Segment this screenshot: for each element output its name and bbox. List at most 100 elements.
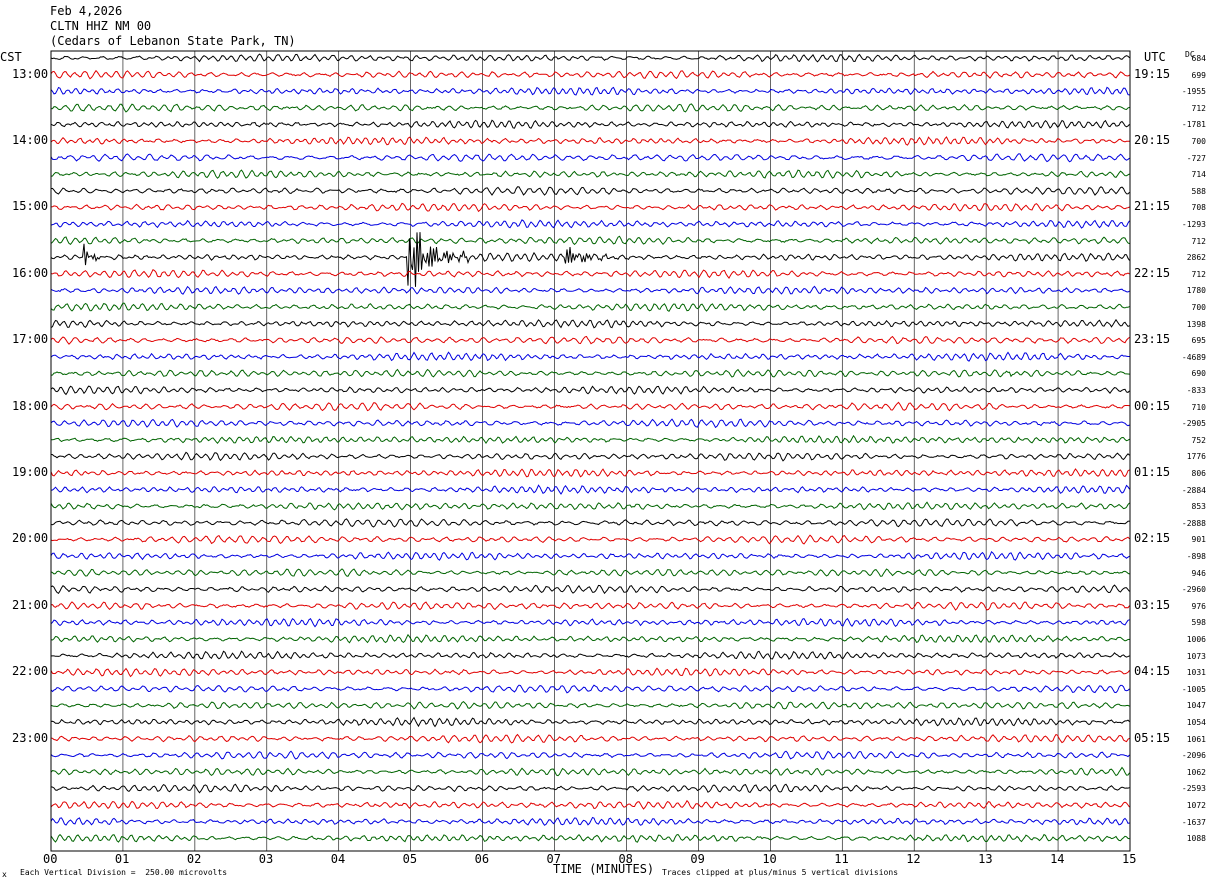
- dc-header-label: DC: [1185, 50, 1195, 59]
- seismic-trace: [50, 269, 1130, 279]
- dc-offset-label: 2862: [1186, 253, 1206, 263]
- seismic-trace: [50, 451, 1130, 462]
- dc-offset-label: 712: [1191, 103, 1206, 113]
- dc-offset-label: 901: [1191, 535, 1206, 545]
- dc-offset-label: 1088: [1186, 834, 1206, 844]
- dc-offset-label: 976: [1191, 601, 1206, 611]
- dc-offset-label: 712: [1191, 236, 1206, 246]
- dc-offset-label: -1781: [1181, 120, 1206, 130]
- dc-offset-label: -1637: [1181, 817, 1206, 827]
- seismic-trace: [50, 766, 1130, 777]
- seismic-trace: [50, 601, 1130, 611]
- right-hour-label: 20:15: [1134, 133, 1171, 147]
- x-tick-label: 06: [474, 852, 490, 866]
- x-tick-label: 14: [1050, 852, 1065, 866]
- right-hour-label: 04:15: [1134, 664, 1171, 679]
- dc-offset-label: 684: [1191, 54, 1206, 63]
- right-hour-label: 05:15: [1134, 730, 1171, 745]
- dc-offset-label: -2096: [1181, 751, 1206, 761]
- x-tick-label: 00: [43, 852, 58, 866]
- seismic-trace: [50, 684, 1130, 694]
- right-hour-label: 22:15: [1134, 265, 1171, 280]
- dc-offset-label: -1293: [1181, 220, 1206, 229]
- right-hour-label: 03:15: [1134, 597, 1171, 612]
- seismic-trace: [50, 501, 1130, 511]
- dc-offset-label: 1054: [1186, 718, 1206, 727]
- dc-offset-label: 700: [1191, 137, 1206, 146]
- dc-offset-label: -4689: [1181, 352, 1206, 362]
- seismic-trace: [50, 418, 1130, 429]
- left-hour-label: 20:00: [12, 531, 49, 546]
- seismic-trace: [50, 53, 1130, 63]
- dc-offset-label: 752: [1191, 435, 1206, 445]
- seismic-trace: [50, 650, 1130, 660]
- seismic-trace: [50, 617, 1130, 628]
- seismic-trace: [50, 169, 1130, 179]
- x-tick-label: 09: [690, 852, 705, 866]
- seismic-trace: [50, 335, 1130, 345]
- dc-offset-label: 690: [1191, 369, 1206, 379]
- seismic-trace: [50, 799, 1130, 810]
- x-tick-label: 04: [330, 852, 346, 866]
- seismic-trace: [50, 136, 1130, 146]
- left-hour-label: 22:00: [12, 664, 49, 679]
- right-hour-label: 02:15: [1134, 531, 1171, 546]
- seismic-trace: [50, 568, 1130, 577]
- x-tick-label: 08: [618, 852, 633, 866]
- left-hour-label: 19:00: [12, 465, 49, 479]
- dc-offset-label: 946: [1191, 568, 1206, 578]
- dc-offset-label: 1398: [1186, 319, 1206, 329]
- right-hour-label: 21:15: [1134, 199, 1171, 214]
- dc-offset-label: 700: [1191, 303, 1206, 312]
- dc-offset-label: 1780: [1186, 286, 1206, 296]
- dc-offset-label: 588: [1191, 186, 1206, 196]
- dc-offset-label: -898: [1186, 552, 1206, 561]
- x-tick-label: 07: [546, 852, 561, 866]
- dc-offset-label: -727: [1186, 153, 1206, 163]
- seismic-trace: [51, 434, 1130, 444]
- left-hour-label: 13:00: [12, 66, 49, 81]
- x-tick-label: 03: [258, 852, 274, 866]
- right-hour-label: 19:15: [1134, 66, 1171, 81]
- vertical-scale-note: Each Vertical Division = 250.00 microvol…: [20, 868, 228, 877]
- seismic-trace: [50, 667, 1130, 678]
- dc-offset-label: 1073: [1186, 651, 1206, 661]
- seismic-trace: [50, 186, 1130, 196]
- dc-offset-label: 1062: [1186, 767, 1206, 777]
- left-hour-label: 17:00: [12, 332, 49, 347]
- plot-date: Feb 4,2026: [50, 4, 123, 18]
- dc-offset-label: 1072: [1186, 801, 1206, 810]
- seismic-trace: [50, 833, 1130, 843]
- dc-offset-label: 1047: [1186, 701, 1206, 711]
- seismic-trace: [50, 351, 1130, 362]
- dc-offset-label: 714: [1191, 170, 1206, 180]
- x-tick-label: 15: [1122, 852, 1137, 866]
- x-axis-title: TIME (MINUTES): [553, 862, 655, 876]
- seismic-trace: [50, 700, 1130, 710]
- dc-offset-label: 712: [1191, 269, 1206, 279]
- left-hour-label: 16:00: [12, 265, 49, 280]
- right-timezone-label: UTC: [1144, 50, 1166, 64]
- clip-note: Traces clipped at plus/minus 5 vertical …: [662, 868, 899, 877]
- dc-offset-label: 708: [1191, 203, 1206, 213]
- left-hour-label: 15:00: [12, 199, 49, 214]
- x-tick-label: 02: [186, 852, 202, 866]
- left-hour-label: 18:00: [12, 398, 49, 413]
- seismic-trace: [50, 153, 1130, 163]
- seismic-trace: [50, 368, 1130, 378]
- dc-offset-label: -2888: [1181, 518, 1206, 528]
- x-tick-label: 05: [402, 852, 418, 866]
- right-hour-label: 01:15: [1134, 465, 1171, 479]
- scale-glyph: x: [2, 870, 7, 879]
- dc-offset-label: 1006: [1186, 635, 1206, 644]
- seismic-trace: [50, 318, 1130, 329]
- seismic-trace: [50, 119, 1130, 129]
- seismic-trace: [50, 302, 1130, 313]
- seismic-trace: [50, 468, 1130, 478]
- seismic-trace: [50, 633, 1130, 644]
- station-code: CLTN HHZ NM 00: [50, 19, 152, 33]
- dc-offset-label: -2905: [1181, 419, 1206, 429]
- station-location: (Cedars of Lebanon State Park, TN): [50, 34, 296, 48]
- seismic-trace: [50, 385, 1130, 396]
